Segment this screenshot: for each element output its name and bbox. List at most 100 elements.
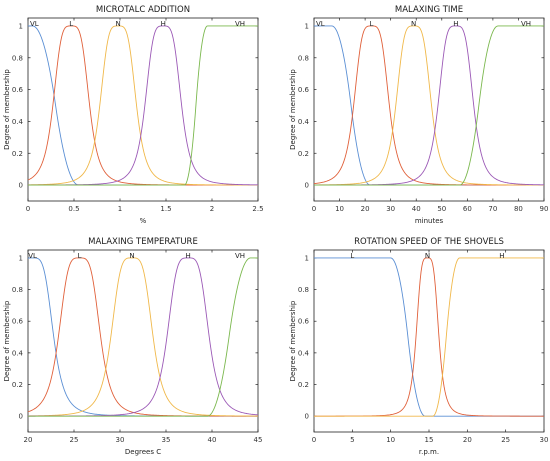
membership-curve-h xyxy=(314,257,544,417)
membership-curve-l xyxy=(27,25,258,186)
y-tick-label: 0.8 xyxy=(298,286,309,294)
membership-curve-vh xyxy=(28,25,258,186)
set-label-vh: VH xyxy=(235,20,245,28)
x-tick-label: 40 xyxy=(208,436,217,444)
x-tick-label: 0 xyxy=(26,205,30,213)
chart-panel-3: MALAXING TEMPERATURE 20 25 30 35 40 45 0 0.2 0.4 0… xyxy=(3,237,262,456)
y-tick-label: 1 xyxy=(19,22,23,30)
membership-curve-h xyxy=(28,25,259,186)
y-tick-label: 0.6 xyxy=(12,318,24,326)
chart-title: MICROTALC ADDITION xyxy=(96,5,190,15)
membership-curve-h xyxy=(314,25,545,186)
x-tick-label: 2.5 xyxy=(252,205,263,213)
y-tick-label: 0.6 xyxy=(298,86,310,94)
set-label-vl: VL xyxy=(30,20,39,28)
membership-curve-n xyxy=(27,257,259,417)
y-tick-label: 0.8 xyxy=(12,54,23,62)
y-axis-label: Degree of membership xyxy=(3,69,11,150)
y-tick-label: 0.6 xyxy=(298,318,310,326)
x-tick-label: 60 xyxy=(463,205,472,213)
x-tick-label: 30 xyxy=(116,436,125,444)
x-tick-label: 25 xyxy=(501,436,510,444)
chart-panel-1: MICROTALC ADDITION 0 0.5 1 1.5 2 2.5 0 0.2 0.4 0.6… xyxy=(3,5,264,225)
plot-area xyxy=(313,17,545,202)
y-axis-label: Degree of membership xyxy=(3,300,11,381)
set-label-vh: VH xyxy=(235,252,245,260)
x-tick-label: 30 xyxy=(540,436,549,444)
membership-curve-h xyxy=(27,257,259,417)
x-axis-label: minutes xyxy=(415,217,444,225)
x-tick-label: 80 xyxy=(514,205,523,213)
x-axis-label: % xyxy=(140,217,147,225)
set-label-vl: VL xyxy=(28,252,37,260)
set-label-h: H xyxy=(453,20,458,28)
set-label-vh: VH xyxy=(521,20,531,28)
x-tick-label: 20 xyxy=(24,436,33,444)
x-tick-label: 90 xyxy=(540,205,549,213)
membership-curve-l xyxy=(27,257,258,417)
x-axis-label: Degrees C xyxy=(125,448,161,456)
x-tick-label: 5 xyxy=(350,436,354,444)
set-label-l: L xyxy=(350,252,354,260)
x-tick-label: 1.5 xyxy=(160,205,171,213)
set-label-l: L xyxy=(69,20,73,28)
y-tick-label: 0 xyxy=(305,182,309,190)
y-tick-label: 0.8 xyxy=(298,54,309,62)
x-tick-label: 45 xyxy=(254,436,263,444)
set-label-h: H xyxy=(185,252,190,260)
set-label-h: H xyxy=(499,252,504,260)
x-tick-label: 10 xyxy=(386,436,395,444)
membership-curve-n xyxy=(27,25,258,186)
y-tick-label: 0 xyxy=(19,413,23,421)
chart-title: ROTATION SPEED OF THE SHOVELS xyxy=(354,237,504,247)
membership-curve-l xyxy=(313,25,544,186)
set-label-l: L xyxy=(370,20,374,28)
y-tick-label: 0.2 xyxy=(12,381,23,389)
y-tick-label: 1 xyxy=(305,254,309,262)
membership-curve-l xyxy=(314,257,544,417)
y-tick-label: 0.2 xyxy=(298,381,309,389)
x-tick-label: 15 xyxy=(425,436,434,444)
y-tick-label: 0.4 xyxy=(298,118,310,126)
x-tick-label: 20 xyxy=(361,205,370,213)
set-label-h: H xyxy=(161,20,166,28)
x-tick-label: 30 xyxy=(386,205,395,213)
membership-curve-vl xyxy=(314,25,544,186)
plot-area xyxy=(313,249,545,433)
set-label-n: N xyxy=(411,20,416,28)
x-tick-label: 40 xyxy=(412,205,421,213)
chart-title: MALAXING TIME xyxy=(395,5,463,15)
membership-curve-vh xyxy=(28,257,258,417)
y-tick-label: 0 xyxy=(305,413,309,421)
y-tick-label: 1 xyxy=(305,22,309,30)
membership-curve-vh xyxy=(314,25,544,186)
x-tick-label: 50 xyxy=(437,205,446,213)
y-tick-label: 0.2 xyxy=(12,150,23,158)
y-tick-label: 0.8 xyxy=(12,286,23,294)
set-label-n: N xyxy=(425,252,430,260)
y-tick-label: 1 xyxy=(19,254,23,262)
y-axis-label: Degree of membership xyxy=(289,69,297,150)
y-tick-label: 0.4 xyxy=(12,118,24,126)
x-axis-label: r.p.m. xyxy=(419,448,439,456)
x-tick-label: 0 xyxy=(312,436,316,444)
y-tick-label: 0.4 xyxy=(12,349,24,357)
set-label-vl: VL xyxy=(316,20,325,28)
membership-curve-n xyxy=(314,257,544,417)
set-label-n: N xyxy=(116,20,121,28)
y-tick-label: 0.6 xyxy=(12,86,24,94)
x-tick-label: 10 xyxy=(335,205,344,213)
set-label-l: L xyxy=(78,252,82,260)
chart-panel-2: MALAXING TIME 0 10 20 30 40 50 60 70 80 90 0 0.2 0.4 0… xyxy=(289,5,548,225)
x-tick-label: 70 xyxy=(488,205,497,213)
x-tick-label: 2 xyxy=(210,205,214,213)
y-tick-label: 0.2 xyxy=(298,150,309,158)
y-tick-label: 0 xyxy=(19,182,23,190)
plot-area xyxy=(27,17,259,202)
membership-curve-n xyxy=(314,25,544,186)
y-tick-label: 0.4 xyxy=(298,349,310,357)
x-tick-label: 35 xyxy=(162,436,171,444)
y-axis-label: Degree of membership xyxy=(289,300,297,381)
